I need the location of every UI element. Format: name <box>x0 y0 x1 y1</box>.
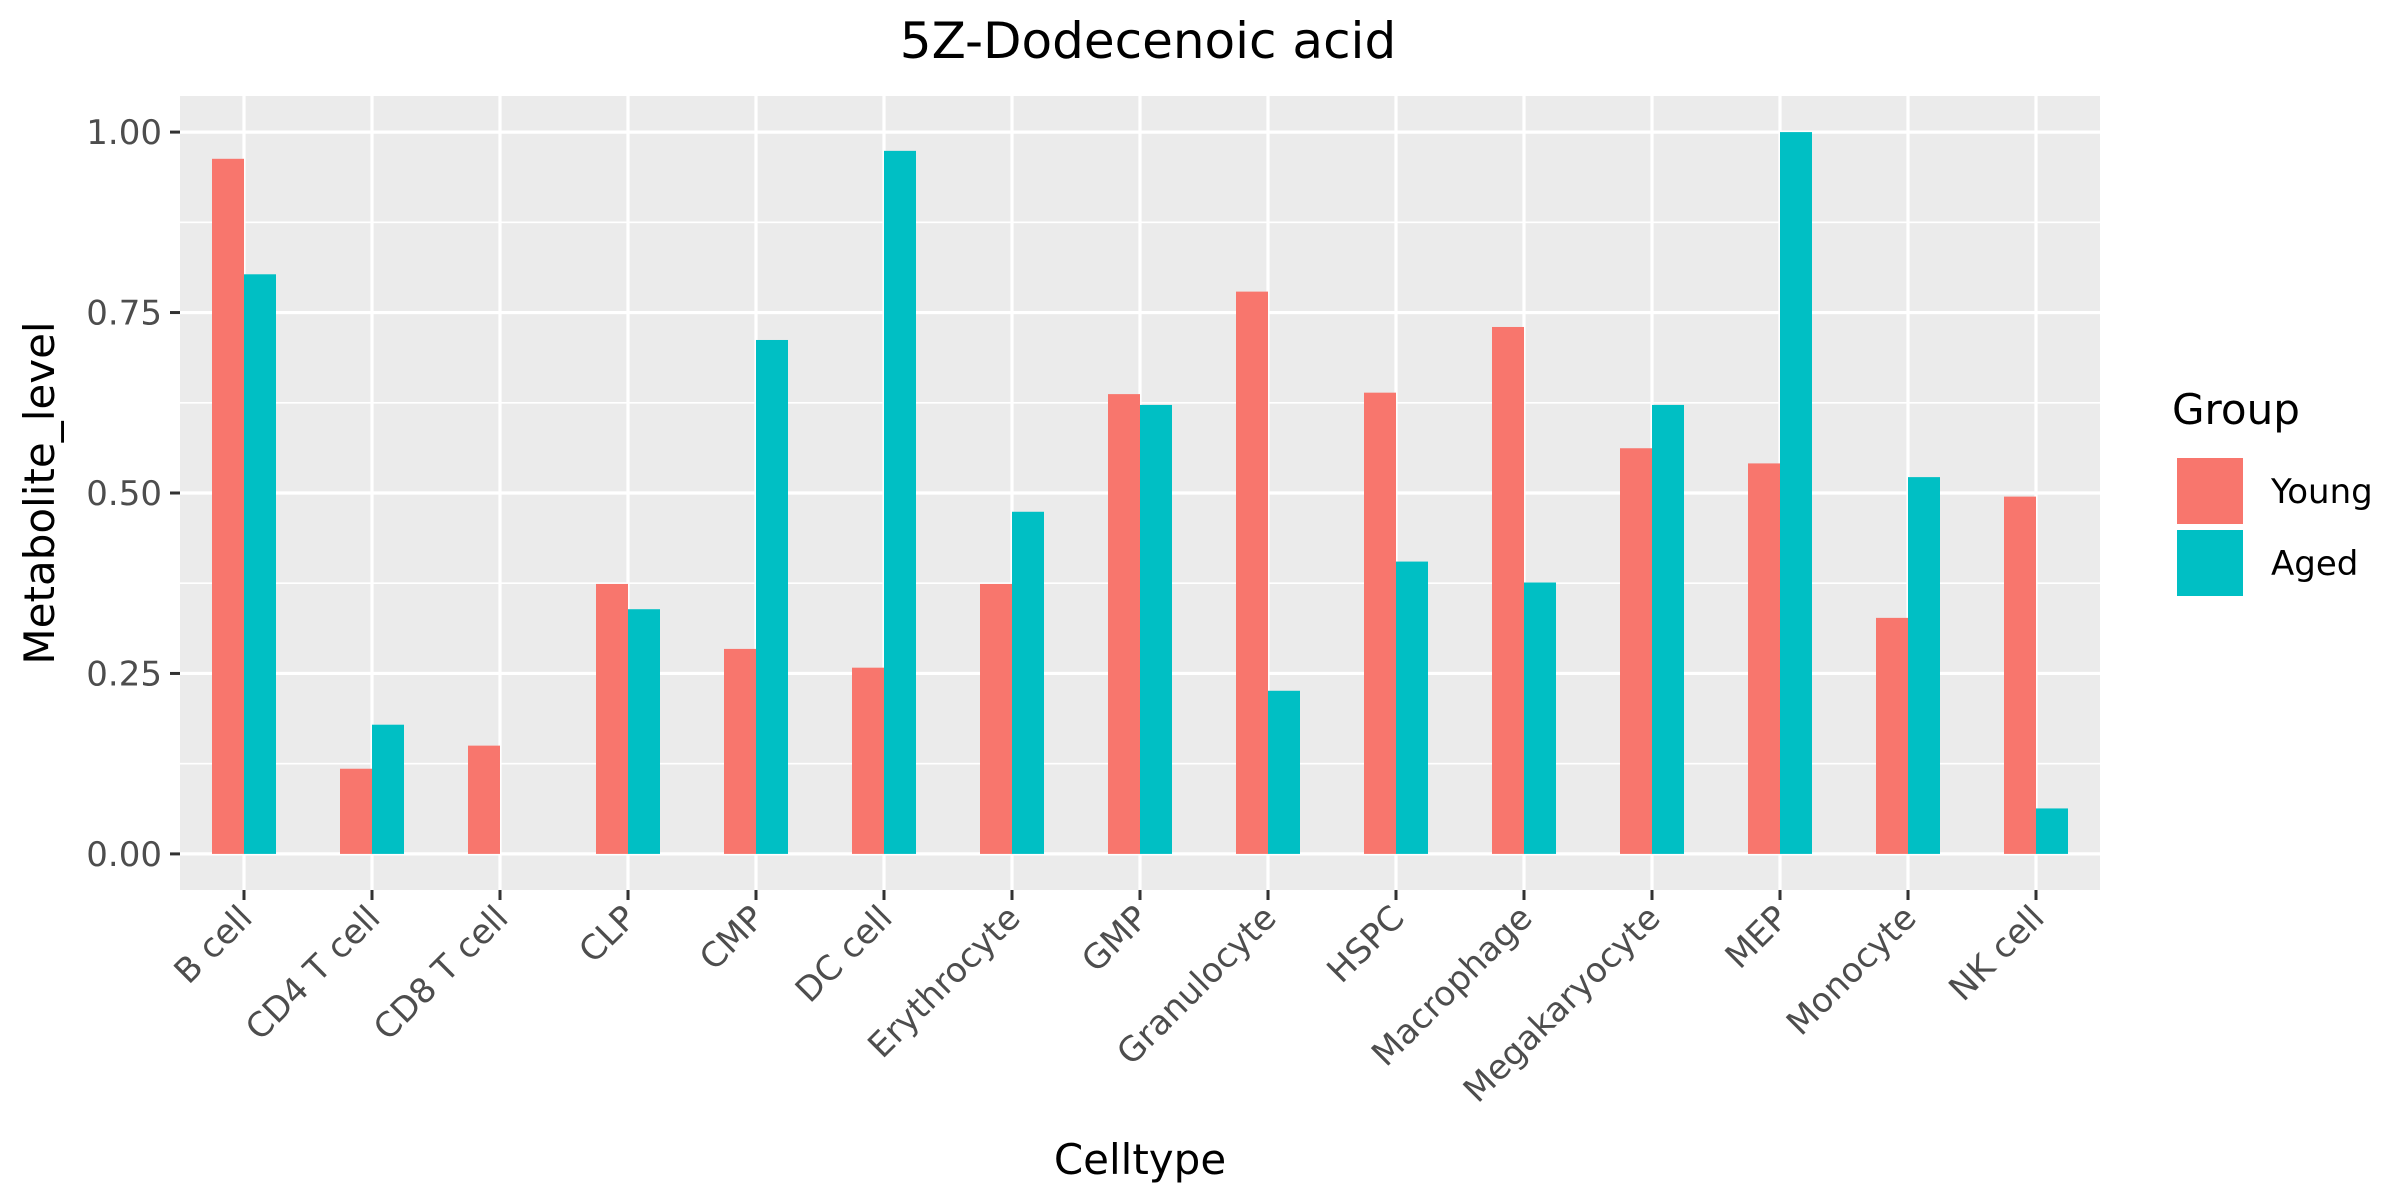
y-tick-label: 0.50 <box>86 474 162 514</box>
x-axis-title: Celltype <box>1054 1135 1226 1184</box>
bar-aged-hspc <box>1396 561 1428 854</box>
bar-aged-erythrocyte <box>1012 511 1044 854</box>
y-tick-label: 0.25 <box>86 654 162 694</box>
y-tick-label: 0.75 <box>86 294 162 334</box>
x-tick-label: GMP <box>1074 898 1156 980</box>
x-tick-label: CD8 T cell <box>366 898 516 1048</box>
bar-aged-clp <box>628 609 660 854</box>
bar-young-mep <box>1748 463 1780 854</box>
legend: Group Young Aged <box>2172 385 2373 596</box>
bar-young-cd8-t-cell <box>468 745 500 854</box>
legend-title: Group <box>2172 385 2300 434</box>
bar-young-hspc <box>1364 392 1396 854</box>
bar-young-cmp <box>724 648 756 854</box>
x-tick-label: CD4 T cell <box>238 898 388 1048</box>
bar-aged-cmp <box>756 339 788 854</box>
x-tick-label: CLP <box>571 898 644 971</box>
bar-aged-dc-cell <box>884 150 916 854</box>
legend-label-young: Young <box>2270 472 2373 512</box>
x-tick-label: B cell <box>167 898 261 992</box>
x-tick-label: Monocyte <box>1779 898 1924 1043</box>
legend-key-young <box>2177 458 2243 524</box>
y-axis-title: Metabolite_level <box>15 321 64 664</box>
x-tick-label: CMP <box>692 898 772 978</box>
bar-aged-nk-cell <box>2036 808 2068 854</box>
bar-young-erythrocyte <box>980 583 1012 854</box>
bar-young-clp <box>596 583 628 854</box>
bar-aged-b-cell <box>244 274 276 854</box>
bar-aged-gmp <box>1140 404 1172 854</box>
x-tick-label: MEP <box>1718 898 1797 977</box>
y-tick-label: 1.00 <box>86 113 162 153</box>
bar-aged-megakaryocyte <box>1652 404 1684 854</box>
y-tick-label: 0.00 <box>86 835 162 875</box>
bar-young-cd4-t-cell <box>340 768 372 854</box>
bar-aged-granulocyte <box>1268 690 1300 854</box>
bar-aged-monocyte <box>1908 477 1940 854</box>
bar-young-monocyte <box>1876 617 1908 854</box>
bars <box>212 132 2068 854</box>
bar-young-megakaryocyte <box>1620 448 1652 854</box>
bar-young-granulocyte <box>1236 291 1268 854</box>
y-axis: 0.00 0.25 0.50 0.75 1.00 <box>86 113 180 875</box>
x-tick-label: DC cell <box>788 898 901 1011</box>
x-tick-label: HSPC <box>1319 898 1412 991</box>
chart-title: 5Z-Dodecenoic acid <box>900 12 1396 70</box>
bar-aged-mep <box>1780 132 1812 854</box>
bar-aged-macrophage <box>1524 582 1556 854</box>
legend-key-aged <box>2177 530 2243 596</box>
bar-young-gmp <box>1108 394 1140 854</box>
x-tick-label: NK cell <box>1941 898 2052 1009</box>
bar-young-macrophage <box>1492 326 1524 854</box>
bar-young-dc-cell <box>852 667 884 854</box>
bar-young-b-cell <box>212 158 244 854</box>
bar-young-nk-cell <box>2004 496 2036 854</box>
legend-label-aged: Aged <box>2271 544 2358 584</box>
bar-aged-cd4-t-cell <box>372 724 404 854</box>
